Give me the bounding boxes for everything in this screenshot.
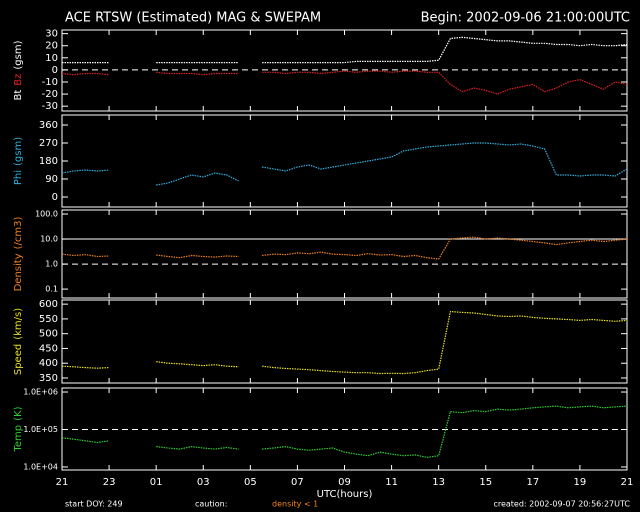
x-tick-label: 01 <box>150 477 163 488</box>
y-tick-label: 600 <box>39 299 58 310</box>
legend-entry: Bt <box>13 90 24 101</box>
legend-entry: Speed <box>13 344 24 375</box>
x-tick-label: 13 <box>432 477 445 488</box>
y-tick-label: 1.0 <box>45 260 58 269</box>
data-line <box>61 70 628 95</box>
y-tick-label: 400 <box>39 358 58 369</box>
data-line <box>61 310 628 375</box>
y-tick-label: -30 <box>42 101 58 112</box>
start-doy: start DOY: 249 <box>65 500 123 509</box>
caution-note: density < 1 <box>272 500 318 509</box>
data-line <box>61 405 628 459</box>
y-axis-label: Bt Bz (gsm) <box>13 40 24 100</box>
y-axis-unit: (K) <box>13 406 24 420</box>
y-tick-label: 270 <box>39 138 58 149</box>
y-axis-unit: (km/s) <box>13 308 24 340</box>
legend-entry: Bz <box>13 74 24 86</box>
y-tick-label: 1.0E+05 <box>23 425 58 434</box>
y-axis-unit: (gsm) <box>13 137 24 166</box>
title: ACE RTSW (Estimated) MAG & SWEPAM <box>65 11 321 26</box>
y-tick-label: 1.0E+06 <box>23 388 58 397</box>
caution: caution: <box>195 500 227 509</box>
x-tick-label: 05 <box>244 477 257 488</box>
y-tick-label: 450 <box>39 343 58 354</box>
created-time: created: 2002-09-07 20:56:27UTC <box>493 500 630 509</box>
x-tick-label: 23 <box>103 477 116 488</box>
panel-frame <box>61 114 628 208</box>
y-tick-label: 10.0 <box>40 235 58 244</box>
y-tick-label: 350 <box>39 373 58 384</box>
y-tick-label: 0 <box>52 192 58 203</box>
legend-entry: Temp <box>13 425 24 453</box>
data-line <box>62 36 628 64</box>
x-tick-label: 21 <box>56 477 69 488</box>
y-tick-label: 0 <box>52 65 58 76</box>
begin-time: Begin: 2002-09-06 21:00:00UTC <box>421 11 630 26</box>
x-tick-label: 17 <box>526 477 539 488</box>
y-tick-label: 0.1 <box>45 285 58 294</box>
x-tick-label: 21 <box>621 477 634 488</box>
y-tick-label: 30 <box>45 29 58 40</box>
y-axis-label: Speed (km/s) <box>13 308 24 375</box>
y-tick-label: 180 <box>39 156 58 167</box>
y-tick-label: 550 <box>39 314 58 325</box>
y-axis-label: Density (/cm3) <box>13 217 24 292</box>
data-line <box>61 142 628 186</box>
y-axis-unit: (gsm) <box>13 40 24 69</box>
panel-frame <box>61 299 628 384</box>
x-tick-label: 11 <box>385 477 398 488</box>
x-tick-label: 03 <box>197 477 210 488</box>
x-tick-label: 09 <box>338 477 351 488</box>
y-tick-label: 1.0E+04 <box>23 462 58 471</box>
y-axis-label: Temp (K) <box>13 406 24 452</box>
y-tick-label: 20 <box>45 41 58 52</box>
x-tick-label: 15 <box>479 477 492 488</box>
legend-entry: Phi <box>13 170 24 185</box>
y-tick-label: -20 <box>42 89 58 100</box>
y-tick-label: 360 <box>39 120 58 131</box>
x-tick-label: 07 <box>291 477 304 488</box>
y-axis-label: Phi (gsm) <box>13 137 24 185</box>
y-axis-unit: (/cm3) <box>13 217 24 250</box>
legend-entry: Density <box>13 253 24 291</box>
y-tick-label: 500 <box>39 329 58 340</box>
y-tick-label: 10 <box>45 53 58 64</box>
data-line <box>61 236 628 260</box>
x-tick-label: 19 <box>574 477 587 488</box>
y-tick-label: -10 <box>42 77 58 88</box>
y-tick-label: 90 <box>45 174 58 185</box>
y-tick-label: 100.0 <box>35 210 58 219</box>
x-axis-label: UTC(hours) <box>317 489 373 500</box>
